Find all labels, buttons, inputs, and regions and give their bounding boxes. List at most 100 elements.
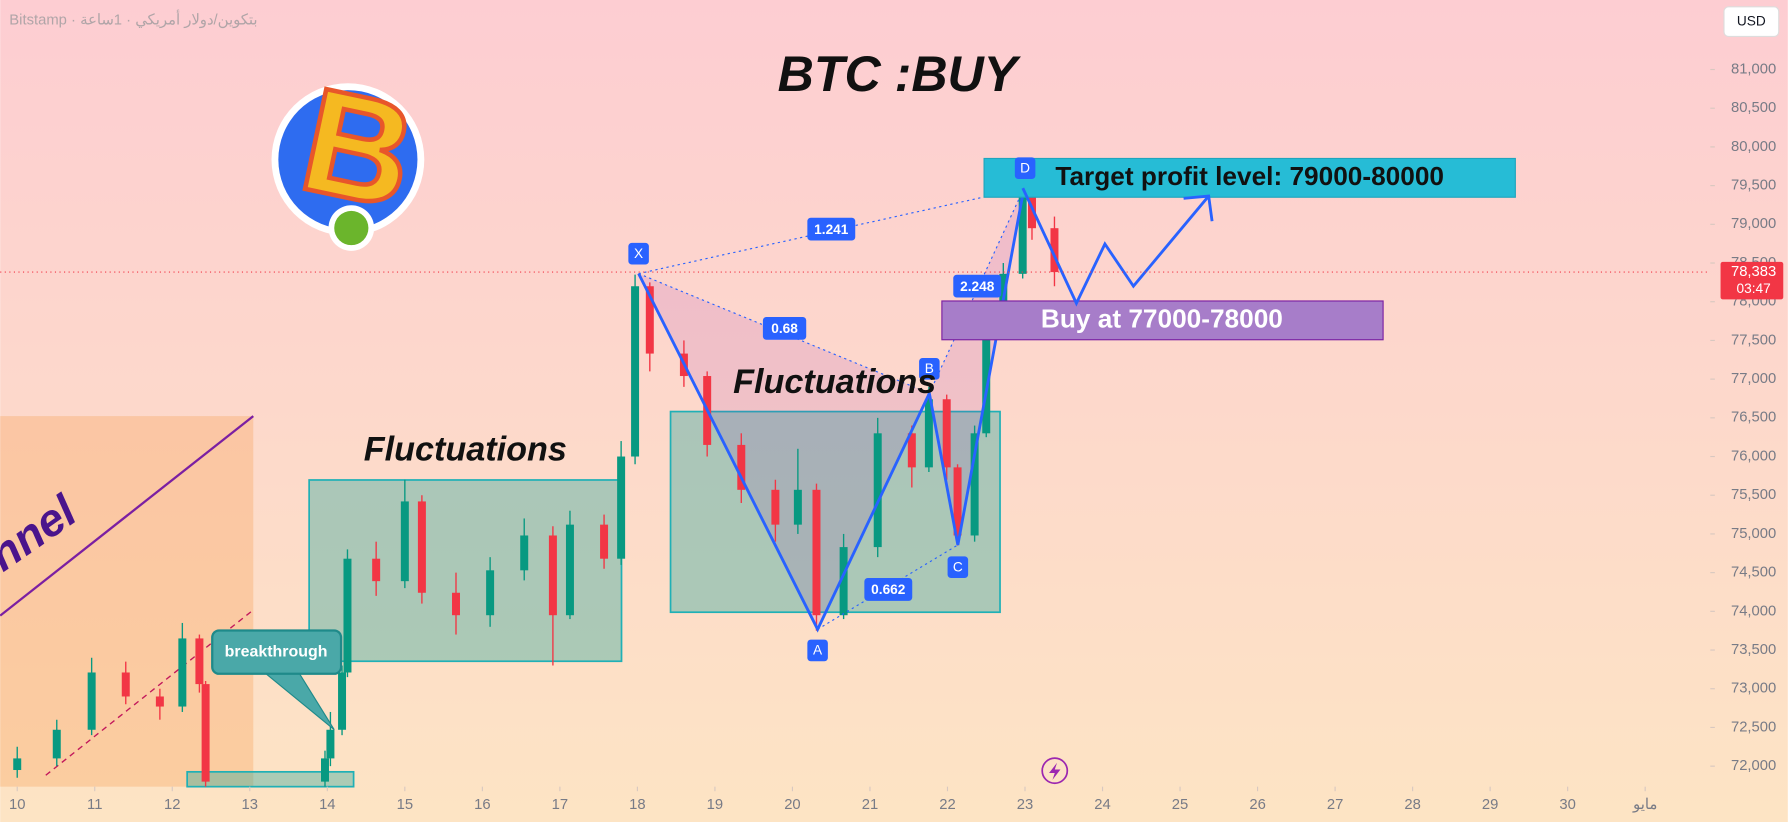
candle-body <box>52 729 61 759</box>
candle-body <box>201 684 210 782</box>
candle-body <box>942 399 951 468</box>
y-tick-label: 76,000 <box>1731 448 1776 464</box>
candle-body <box>771 489 780 525</box>
x-tick-label: 12 <box>164 797 180 813</box>
pattern-point: A <box>813 643 823 658</box>
candle-body <box>565 524 574 616</box>
x-tick-label: 26 <box>1249 797 1265 813</box>
pattern-ratio: 0.662 <box>871 582 906 597</box>
candle-body <box>970 433 979 536</box>
y-tick-label: 75,500 <box>1731 487 1776 503</box>
candle-body <box>338 672 347 730</box>
x-tick-label: 24 <box>1094 797 1110 813</box>
callout-label: breakthrough <box>225 643 328 660</box>
channel-zone <box>0 416 254 787</box>
candle-body <box>1050 228 1059 273</box>
x-tick-label: 25 <box>1172 797 1188 813</box>
x-tick-label: 13 <box>242 797 258 813</box>
y-tick-label: 77,500 <box>1731 332 1776 348</box>
candle-body <box>839 547 848 616</box>
y-tick-label: 77,000 <box>1731 371 1776 387</box>
y-tick-label: 73,000 <box>1731 681 1776 697</box>
candle-body <box>155 696 164 707</box>
x-tick-label: 27 <box>1327 797 1343 813</box>
x-tick-label: 15 <box>397 797 413 813</box>
buy-label: Buy at 77000-78000 <box>1041 303 1283 333</box>
target-label: Target profit level: 79000-80000 <box>1055 161 1444 191</box>
currency: USD <box>1737 13 1766 28</box>
current-price-box <box>1720 261 1784 300</box>
candle-body <box>1018 194 1027 274</box>
x-tick-label: 11 <box>87 797 102 813</box>
y-tick-label: 72,000 <box>1731 758 1776 774</box>
y-tick-label: 72,500 <box>1731 719 1776 735</box>
y-tick-label: 75,000 <box>1731 526 1776 542</box>
channel-line <box>0 415 254 617</box>
y-tick-label: 80,000 <box>1731 139 1776 155</box>
annotation: Fluctuations <box>364 431 567 469</box>
candle-body <box>400 501 409 582</box>
candle-body <box>873 433 882 548</box>
y-tick-label: 76,500 <box>1731 410 1776 426</box>
pattern-point-markers <box>628 157 1036 662</box>
candle-body <box>812 489 821 616</box>
candle-body <box>417 501 426 593</box>
candle-body <box>178 638 187 707</box>
pattern-point: X <box>634 246 643 261</box>
x-tick-label: 21 <box>862 797 878 813</box>
y-tick-label: 73,500 <box>1731 642 1776 658</box>
x-tick-label: مايو <box>1632 797 1657 813</box>
candles <box>13 187 1059 787</box>
annotation: Fluctuations <box>733 363 936 401</box>
candle-body <box>372 558 381 582</box>
x-tick-label: 14 <box>319 797 335 813</box>
x-tick-label: 19 <box>707 797 723 813</box>
y-tick-label: 80,500 <box>1731 100 1776 116</box>
chart-title: BTC :BUY <box>778 46 1022 102</box>
x-tick-label: 30 <box>1559 797 1575 813</box>
candle-body <box>953 467 962 536</box>
range-box <box>308 479 623 663</box>
candle-body <box>645 286 654 354</box>
candle-body <box>320 758 329 782</box>
x-tick-label: 20 <box>784 797 800 813</box>
candle-body <box>87 672 96 730</box>
pattern-ratio: 0.68 <box>771 321 798 336</box>
y-tick-label: 74,000 <box>1731 603 1776 619</box>
currency-box <box>1723 6 1780 38</box>
x-tick-label: 16 <box>474 797 490 813</box>
symbol-header: Bitstamp · بتكوين/دولار أمريكي · 1ساعة <box>9 9 257 28</box>
range-box <box>186 770 355 788</box>
pattern-ratio: 1.241 <box>814 222 849 237</box>
x-tick-label: 29 <box>1482 797 1498 813</box>
callout-box <box>211 629 343 675</box>
y-tick-label: 81,000 <box>1731 61 1776 77</box>
candle-body <box>907 433 916 468</box>
pattern-point: B <box>925 361 934 376</box>
y-tick-label: 74,500 <box>1731 565 1776 581</box>
x-tick-label: 28 <box>1404 797 1420 813</box>
candle-body <box>600 524 609 559</box>
projection-arrow <box>1183 194 1214 222</box>
buy-box <box>941 300 1384 341</box>
y-tick-label: 79,500 <box>1731 178 1776 194</box>
x-tick-label: 22 <box>939 797 955 813</box>
event-icon <box>1049 762 1061 780</box>
candle-body <box>982 330 991 434</box>
pattern-ratio: 2.248 <box>960 279 995 294</box>
candle-body <box>326 729 335 759</box>
x-tick-label: 17 <box>552 797 568 813</box>
candle-body <box>343 558 352 673</box>
candle-body <box>548 535 557 616</box>
x-tick-label: 23 <box>1017 797 1033 813</box>
countdown: 03:47 <box>1737 281 1771 296</box>
pattern-point: D <box>1020 160 1030 175</box>
event-icon <box>1041 757 1069 785</box>
x-tick-label: 18 <box>629 797 645 813</box>
candle-body <box>617 456 626 559</box>
pattern-fill <box>638 273 930 630</box>
candle-body <box>737 444 746 490</box>
x-tick-label: 10 <box>9 797 25 813</box>
candle-body <box>520 535 529 571</box>
